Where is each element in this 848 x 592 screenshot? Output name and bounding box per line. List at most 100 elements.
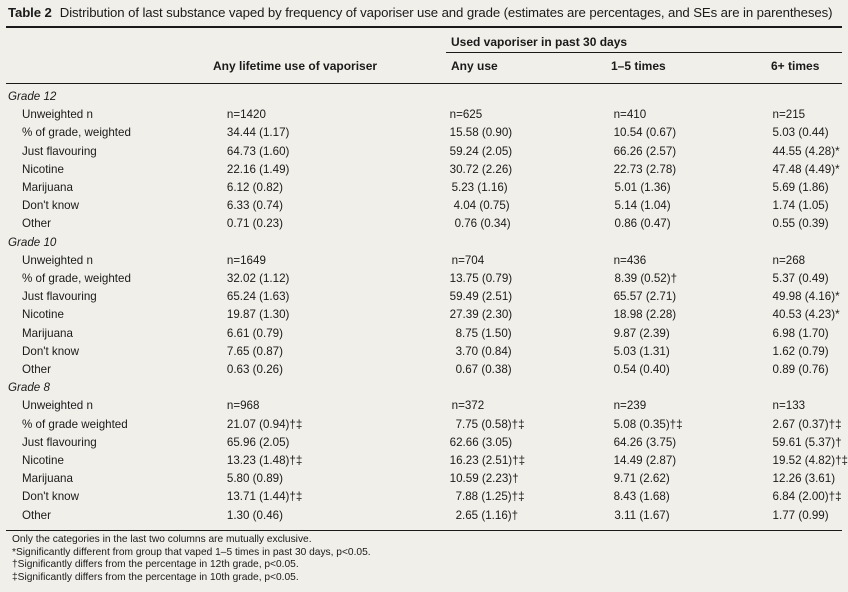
- cell-6plus-times: 0.55 (0.39): [773, 215, 848, 233]
- table-row: Nicotine 13.23 (1.48)†‡ 16.23 (2.51)†‡ 14.4…: [0, 452, 848, 470]
- cell-lifetime: 0.71 (0.23): [227, 215, 450, 233]
- row-label-value: Don't know: [22, 344, 79, 358]
- table-row: Unweighted n n=1420 n=625 n=410 n=215: [0, 106, 848, 124]
- cell-lifetime-value: 21.07 (0.94)†‡: [226, 417, 303, 431]
- table-row: Marijuana 6.61 (0.79) 8.75 (1.50) 9.87 (2.3…: [0, 325, 848, 343]
- cell-any-use-value: 62.66 (3.05): [449, 435, 513, 449]
- cell-1-5-times-value: 5.08 (0.35)†‡: [613, 417, 683, 431]
- cell-lifetime-value: 19.87 (1.30): [226, 308, 290, 322]
- group-row: Grade 8: [0, 379, 848, 397]
- cell-any-use-value: 13.75 (0.79): [449, 272, 513, 286]
- cell-6plus-times: 5.69 (1.86): [773, 179, 848, 197]
- data-table: Grade 12 Unweighted n n=1420 n=625 n=410 n=21…: [0, 88, 848, 525]
- header-lifetime-use: Any lifetime use of vaporiser: [213, 59, 378, 73]
- cell-6plus-times-value: n=268: [772, 253, 806, 267]
- cell-lifetime: 19.87 (1.30): [227, 306, 450, 324]
- header-6plus-times: 6+ times: [771, 59, 820, 73]
- cell-1-5-times: 8.43 (1.68): [614, 488, 773, 506]
- cell-any-use: 10.59 (2.23)†: [450, 470, 614, 488]
- cell-any-use: 2.65 (1.16)†: [450, 507, 614, 525]
- cell-6plus-times-value: 6.98 (1.70): [772, 326, 829, 340]
- cell-6plus-times-value: n=133: [772, 399, 806, 413]
- cell-any-use-value: n=625: [449, 108, 483, 122]
- row-label: Unweighted n: [0, 106, 227, 124]
- cell-lifetime: 1.30 (0.46): [227, 507, 450, 525]
- row-label: Just flavouring: [0, 143, 227, 161]
- cell-lifetime-value: 34.44 (1.17): [226, 126, 290, 140]
- row-label: Nicotine: [0, 306, 227, 324]
- cell-6plus-times: 0.89 (0.76): [773, 361, 848, 379]
- row-label: Marijuana: [0, 470, 227, 488]
- cell-lifetime-value: 0.63 (0.26): [226, 363, 283, 377]
- row-label-value: Don't know: [22, 199, 79, 213]
- cell-1-5-times: 0.54 (0.40): [614, 361, 773, 379]
- table-row: Marijuana 6.12 (0.82) 5.23 (1.16) 5.01 (1.3…: [0, 179, 848, 197]
- header-1-5-times: 1–5 times: [611, 59, 666, 73]
- cell-6plus-times-value: 1.74 (1.05): [772, 199, 829, 213]
- cell-any-use: 30.72 (2.26): [450, 161, 614, 179]
- row-label-value: Other: [22, 217, 51, 231]
- cell-any-use-value: 59.49 (2.51): [449, 290, 513, 304]
- row-label: Nicotine: [0, 161, 227, 179]
- cell-any-use: 8.75 (1.50): [450, 325, 614, 343]
- cell-1-5-times: 66.26 (2.57): [614, 143, 773, 161]
- cell-lifetime: 7.65 (0.87): [227, 343, 450, 361]
- table-row: Nicotine 22.16 (1.49) 30.72 (2.26) 22.73 (2…: [0, 161, 848, 179]
- table-row: Just flavouring 65.24 (1.63) 59.49 (2.51) 6…: [0, 288, 848, 306]
- cell-lifetime: 5.80 (0.89): [227, 470, 450, 488]
- cell-lifetime: 21.07 (0.94)†‡: [227, 416, 450, 434]
- cell-6plus-times-value: 5.69 (1.86): [772, 181, 829, 195]
- cell-lifetime: 6.12 (0.82): [227, 179, 450, 197]
- table-label: Table 2: [8, 5, 52, 20]
- group-label: Grade 8: [8, 381, 50, 395]
- table-row: Unweighted n n=968 n=372 n=239 n=133: [0, 397, 848, 415]
- footnote: ‡Significantly differs from the percenta…: [12, 571, 299, 583]
- row-label: % of grade, weighted: [0, 124, 227, 142]
- cell-any-use-value: n=372: [451, 399, 485, 413]
- cell-6plus-times-value: 12.26 (3.61): [772, 472, 836, 486]
- cell-6plus-times: 1.62 (0.79): [773, 343, 848, 361]
- table-row: Marijuana 5.80 (0.89) 10.59 (2.23)† 9.71 (2…: [0, 470, 848, 488]
- footnote: *Significantly different from group that…: [12, 546, 371, 558]
- cell-any-use: 5.23 (1.16): [450, 179, 614, 197]
- cell-6plus-times: 40.53 (4.23)*: [773, 306, 848, 324]
- cell-lifetime-value: 0.71 (0.23): [226, 217, 283, 231]
- cell-any-use-value: 10.59 (2.23)†: [449, 472, 519, 486]
- row-label: Nicotine: [0, 452, 227, 470]
- cell-1-5-times: 5.08 (0.35)†‡: [614, 416, 773, 434]
- cell-6plus-times-value: n=215: [772, 108, 806, 122]
- cell-lifetime: 34.44 (1.17): [227, 124, 450, 142]
- cell-any-use: 0.76 (0.34): [450, 215, 614, 233]
- cell-1-5-times: 65.57 (2.71): [614, 288, 773, 306]
- cell-any-use: 16.23 (2.51)†‡: [450, 452, 614, 470]
- top-rule: [6, 26, 842, 28]
- group-label: Grade 10: [8, 235, 57, 249]
- cell-1-5-times: n=239: [614, 397, 773, 415]
- cell-any-use-value: 0.76 (0.34): [454, 217, 511, 231]
- cell-6plus-times-value: 59.61 (5.37)†: [772, 435, 842, 449]
- cell-lifetime: 65.24 (1.63): [227, 288, 450, 306]
- row-label-value: Other: [22, 363, 51, 377]
- cell-6plus-times: 1.74 (1.05): [773, 197, 848, 215]
- cell-1-5-times: n=436: [614, 252, 773, 270]
- row-label-value: Nicotine: [22, 308, 64, 322]
- footnote: Only the categories in the last two colu…: [12, 534, 312, 545]
- cell-lifetime-value: 22.16 (1.49): [226, 162, 290, 176]
- cell-any-use: 0.67 (0.38): [450, 361, 614, 379]
- cell-1-5-times: 9.87 (2.39): [614, 325, 773, 343]
- cell-6plus-times-value: 5.37 (0.49): [772, 272, 829, 286]
- cell-6plus-times-value: 0.55 (0.39): [772, 217, 829, 231]
- row-label: Other: [0, 507, 227, 525]
- cell-any-use-value: 16.23 (2.51)†‡: [449, 454, 526, 468]
- cell-any-use: 59.49 (2.51): [450, 288, 614, 306]
- cell-any-use-value: 7.75 (0.58)†‡: [455, 417, 525, 431]
- table-row: Other 1.30 (0.46) 2.65 (1.16)† 3.11 (1.67) 1…: [0, 507, 848, 525]
- cell-6plus-times: 6.98 (1.70): [773, 325, 848, 343]
- cell-any-use-value: n=704: [451, 253, 485, 267]
- cell-any-use: n=372: [450, 397, 614, 415]
- cell-1-5-times: 22.73 (2.78): [614, 161, 773, 179]
- row-label-value: Unweighted n: [22, 108, 93, 122]
- row-label: Other: [0, 215, 227, 233]
- cell-6plus-times-value: 1.77 (0.99): [772, 508, 829, 522]
- row-label-value: Marijuana: [22, 326, 73, 340]
